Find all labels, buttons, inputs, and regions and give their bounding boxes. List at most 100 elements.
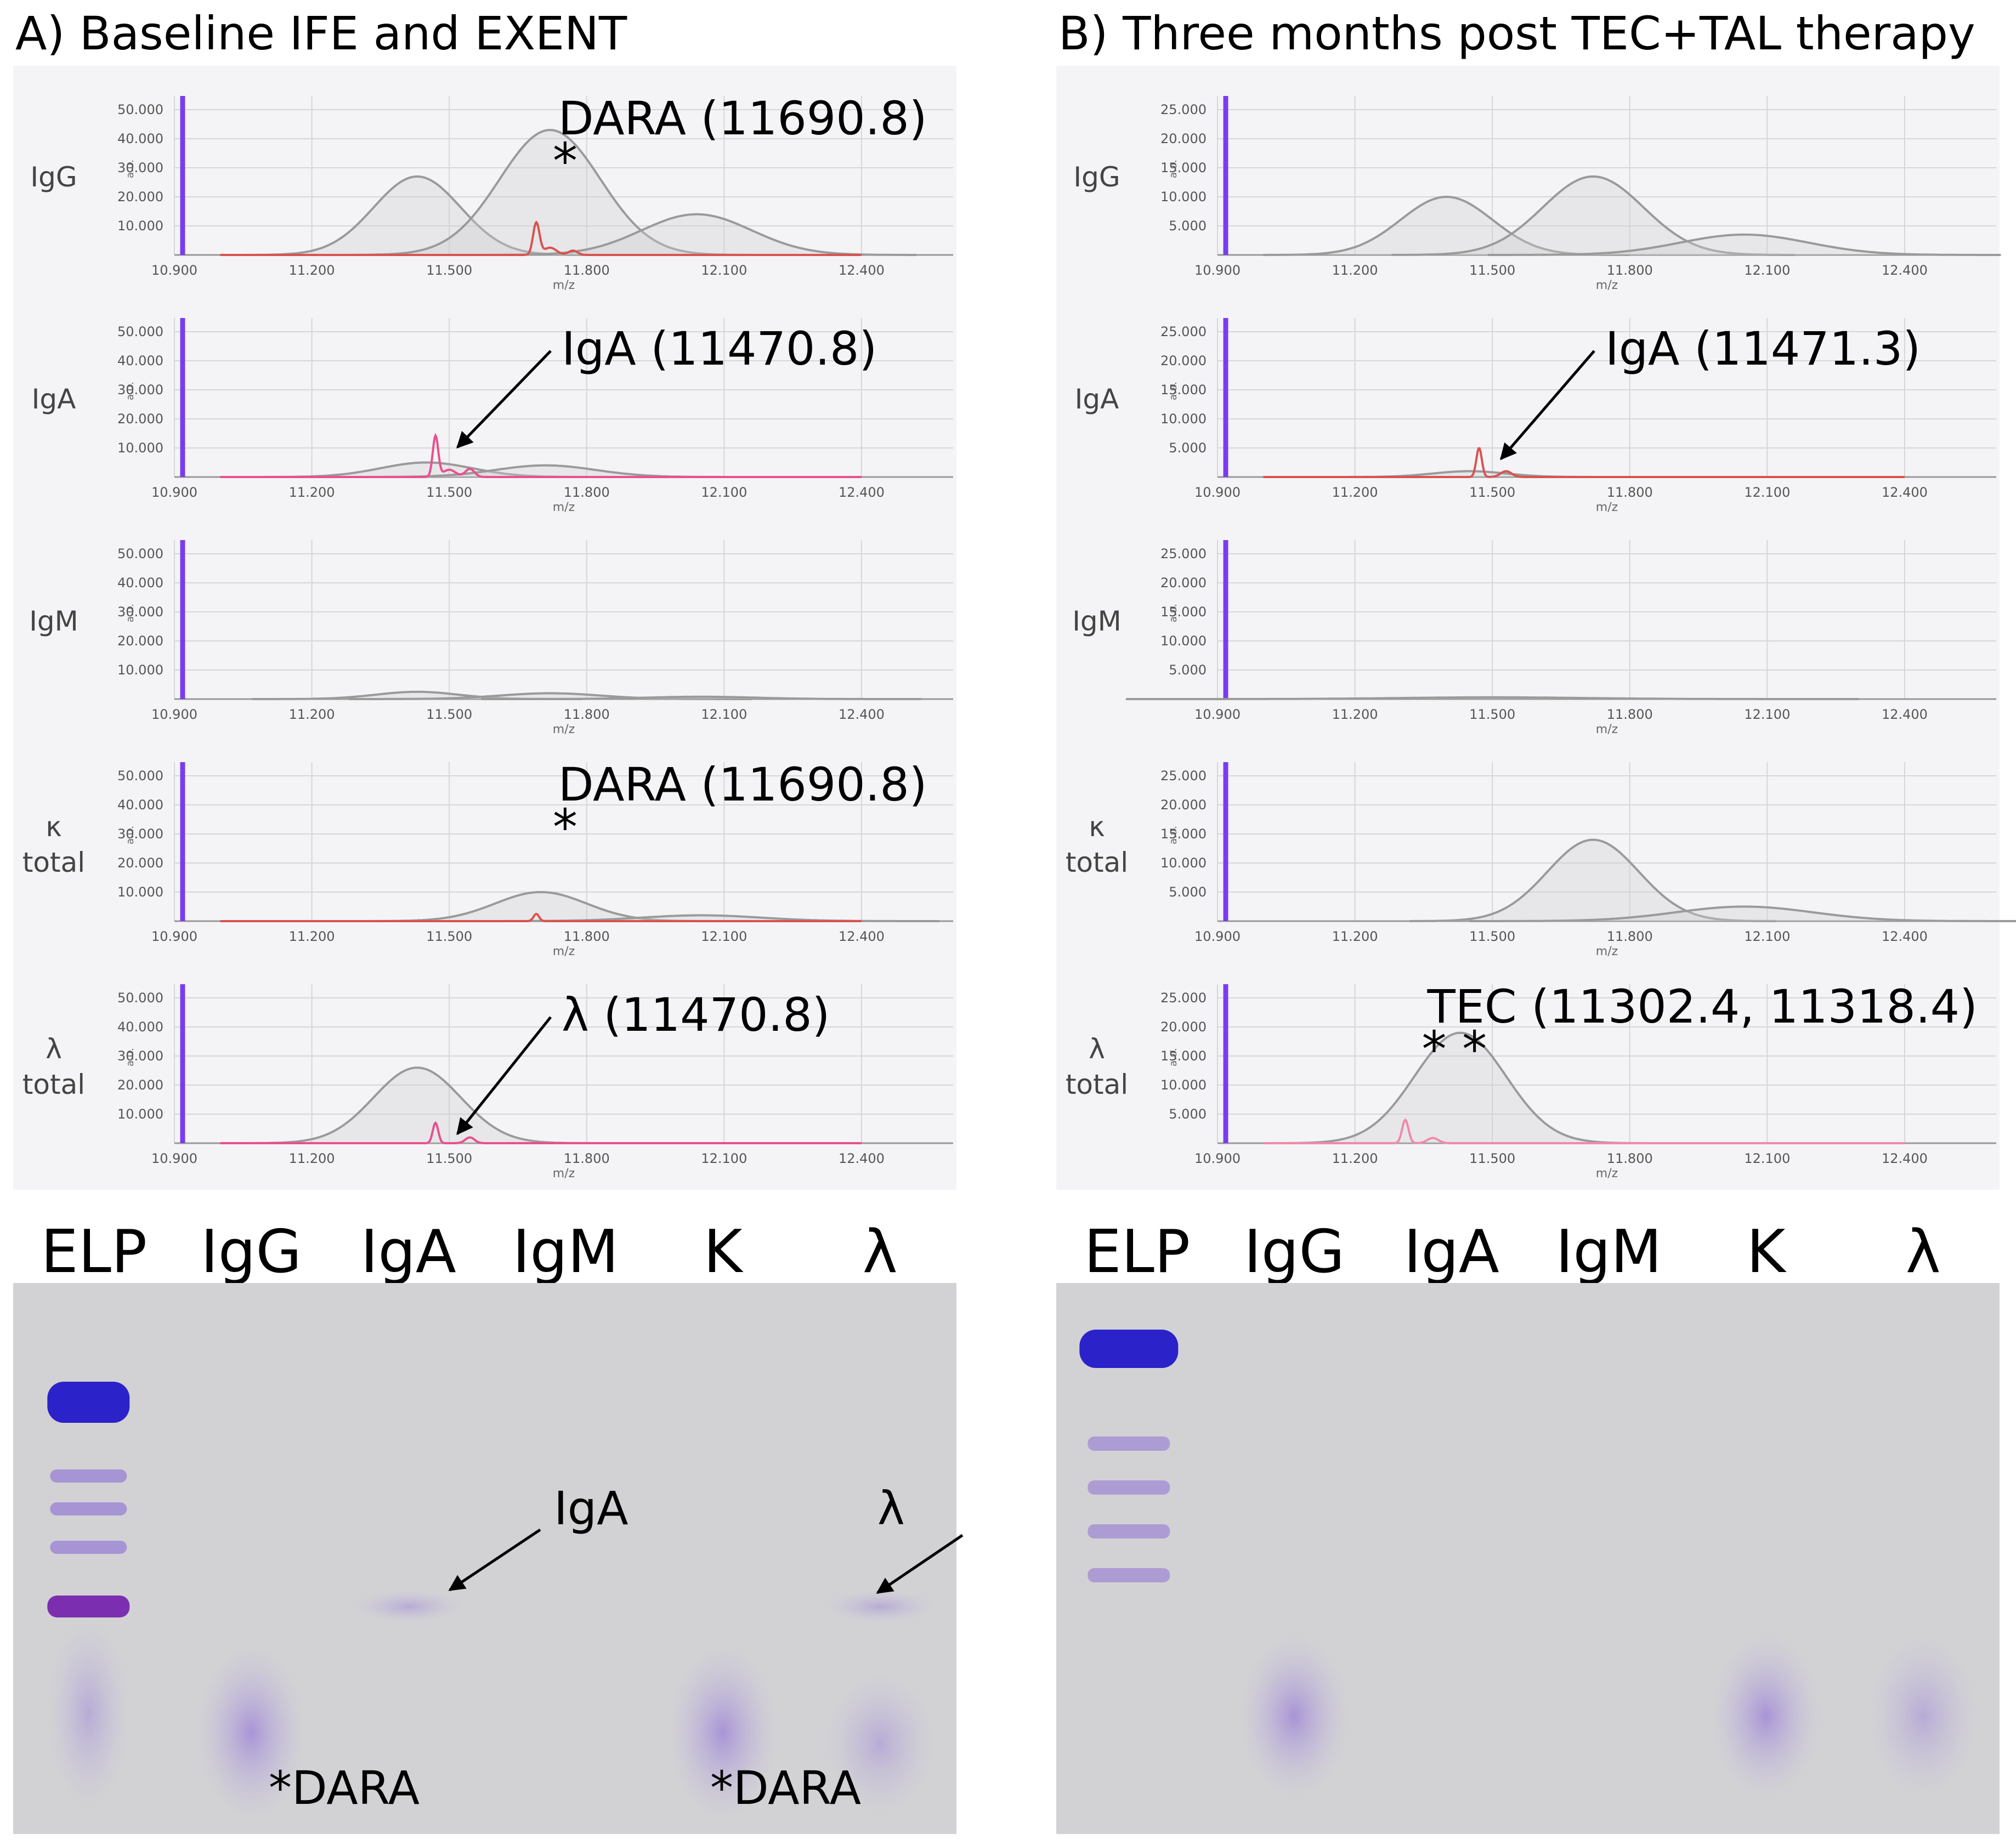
gel-lane-label: ELP	[41, 1218, 148, 1286]
x-unit-label: m/z	[1596, 723, 1618, 736]
y-unit-label: a.u.	[124, 604, 136, 622]
y-tick-label: 5.000	[1169, 884, 1207, 900]
x-tick-label: 11.500	[426, 929, 472, 944]
y-tick-label: 15.000	[1160, 604, 1207, 620]
x-tick-label: 12.100	[1744, 929, 1790, 944]
y-tick-label: 30.000	[117, 382, 163, 398]
x-tick-label: 10.900	[151, 485, 197, 500]
x-unit-label: m/z	[1596, 501, 1618, 514]
y-tick-label: 50.000	[117, 546, 163, 561]
y-tick-label: 5.000	[1169, 440, 1207, 456]
x-tick-label: 11.800	[564, 707, 610, 722]
x-tick-label: 11.200	[289, 1151, 335, 1166]
elp-band	[50, 1541, 127, 1554]
x-tick-label: 12.400	[1882, 1151, 1928, 1166]
annotation-label: TEC (11302.4, 11318.4)	[1426, 980, 1977, 1034]
gel-lane-label: λ	[863, 1218, 898, 1286]
gray-peak	[1125, 696, 1859, 700]
gray-peak-fill	[1323, 471, 1616, 477]
gel-annotation: *DARA	[710, 1761, 861, 1815]
y-tick-label: 30.000	[117, 604, 163, 620]
x-tick-label: 12.400	[1882, 707, 1928, 722]
elp-band	[1088, 1568, 1170, 1582]
gel-lane-label: K	[704, 1218, 744, 1286]
annotation-arrow	[1499, 350, 1595, 461]
x-tick-label: 11.800	[564, 929, 610, 944]
gray-peak-fill	[1487, 234, 2001, 255]
colored-trace	[1263, 447, 1905, 478]
x-tick-label: 11.800	[564, 263, 610, 278]
x-tick-label: 11.800	[1607, 485, 1653, 500]
gel-arrow	[448, 1528, 541, 1592]
y-tick-label: 5.000	[1169, 218, 1207, 234]
gray-peak	[243, 175, 592, 256]
row-label: total	[1066, 847, 1128, 878]
gel-lane-label: ELP	[1084, 1218, 1191, 1286]
gray-peak	[1409, 838, 1777, 922]
elp-band	[1088, 1480, 1170, 1495]
gel-lane-label: IgM	[1556, 1218, 1662, 1286]
row-label: κ	[46, 811, 61, 843]
gray-peak	[1277, 1031, 1644, 1144]
gray-peak	[1469, 905, 2016, 922]
row-label: IgM	[1072, 605, 1122, 637]
annotation-arrow	[456, 1016, 552, 1136]
y-tick-label: 5.000	[1169, 1106, 1207, 1122]
row-label: κ	[1089, 811, 1105, 843]
x-tick-label: 11.500	[1469, 1151, 1515, 1166]
y-tick-label: 25.000	[1160, 990, 1207, 1006]
gel-lane-label: IgA	[1404, 1218, 1499, 1286]
gel-smear	[196, 1645, 306, 1820]
elp-band	[1088, 1524, 1170, 1539]
x-tick-label: 11.200	[289, 485, 335, 500]
spectrum-κ-total: κ total a.u. 25.000 20.000 15.000 10.000 5.000 1…	[1066, 762, 2016, 958]
y-tick-label: 10.000	[117, 662, 163, 678]
x-unit-label: m/z	[553, 723, 575, 736]
y-tick-label: 20.000	[1160, 575, 1207, 591]
gray-peak-fill	[243, 176, 592, 255]
colored-trace	[220, 1121, 862, 1144]
gray-peak-fill	[477, 214, 917, 255]
spectrum-igg: IgG a.u. 50.000 40.000 30.000 20.000 10.000 10.…	[30, 92, 953, 292]
row-label: IgM	[29, 605, 78, 637]
spectrum-iga: IgA a.u. 25.000 20.000 15.000 10.000 5.000 10.9…	[1075, 318, 1996, 514]
x-tick-label: 12.400	[839, 485, 885, 500]
x-tick-label: 10.900	[1194, 1151, 1241, 1166]
spectrum-λ-total: λ total a.u. 50.000 40.000 30.000 20.000 10.000…	[22, 984, 953, 1180]
spectrum-igg: IgG a.u. 25.000 20.000 15.000 10.000 5.000 10.9…	[1073, 96, 2001, 292]
annotation-arrow	[456, 350, 552, 449]
gel-lane-label: λ	[1906, 1218, 1941, 1286]
annotation-label: DARA (11690.8)	[558, 92, 927, 145]
y-tick-label: 50.000	[117, 102, 163, 117]
row-label: λ	[46, 1033, 62, 1065]
x-tick-label: 10.900	[151, 1151, 197, 1166]
x-tick-label: 11.200	[1332, 1151, 1378, 1166]
x-tick-label: 12.100	[701, 263, 747, 278]
x-tick-label: 11.800	[564, 485, 610, 500]
gel-lane-label: IgG	[201, 1218, 302, 1286]
x-tick-label: 10.900	[1194, 263, 1241, 278]
x-tick-label: 12.400	[839, 1151, 885, 1166]
gel-smear	[1239, 1634, 1349, 1798]
gray-peak-fill	[348, 693, 752, 699]
x-tick-label: 12.100	[1744, 1151, 1790, 1166]
y-tick-label: 20.000	[1160, 131, 1207, 146]
gel-annotation: λ	[877, 1481, 905, 1535]
x-tick-label: 11.200	[1332, 707, 1378, 722]
gel-smear	[1868, 1634, 1978, 1798]
y-unit-label: a.u.	[1168, 160, 1179, 178]
gel-smear	[825, 1590, 935, 1623]
y-tick-label: 50.000	[117, 990, 163, 1006]
y-tick-label: 20.000	[1160, 353, 1207, 368]
gray-peak-fill	[1409, 839, 1777, 921]
x-tick-label: 10.900	[151, 707, 197, 722]
y-unit-label: a.u.	[124, 1048, 136, 1066]
x-tick-label: 10.900	[151, 263, 197, 278]
row-label: IgG	[30, 161, 77, 193]
gray-peak	[243, 1066, 592, 1144]
y-tick-label: 30.000	[117, 1048, 163, 1064]
annotation-label: DARA (11690.8)	[558, 758, 927, 811]
x-tick-label: 10.900	[1194, 707, 1241, 722]
